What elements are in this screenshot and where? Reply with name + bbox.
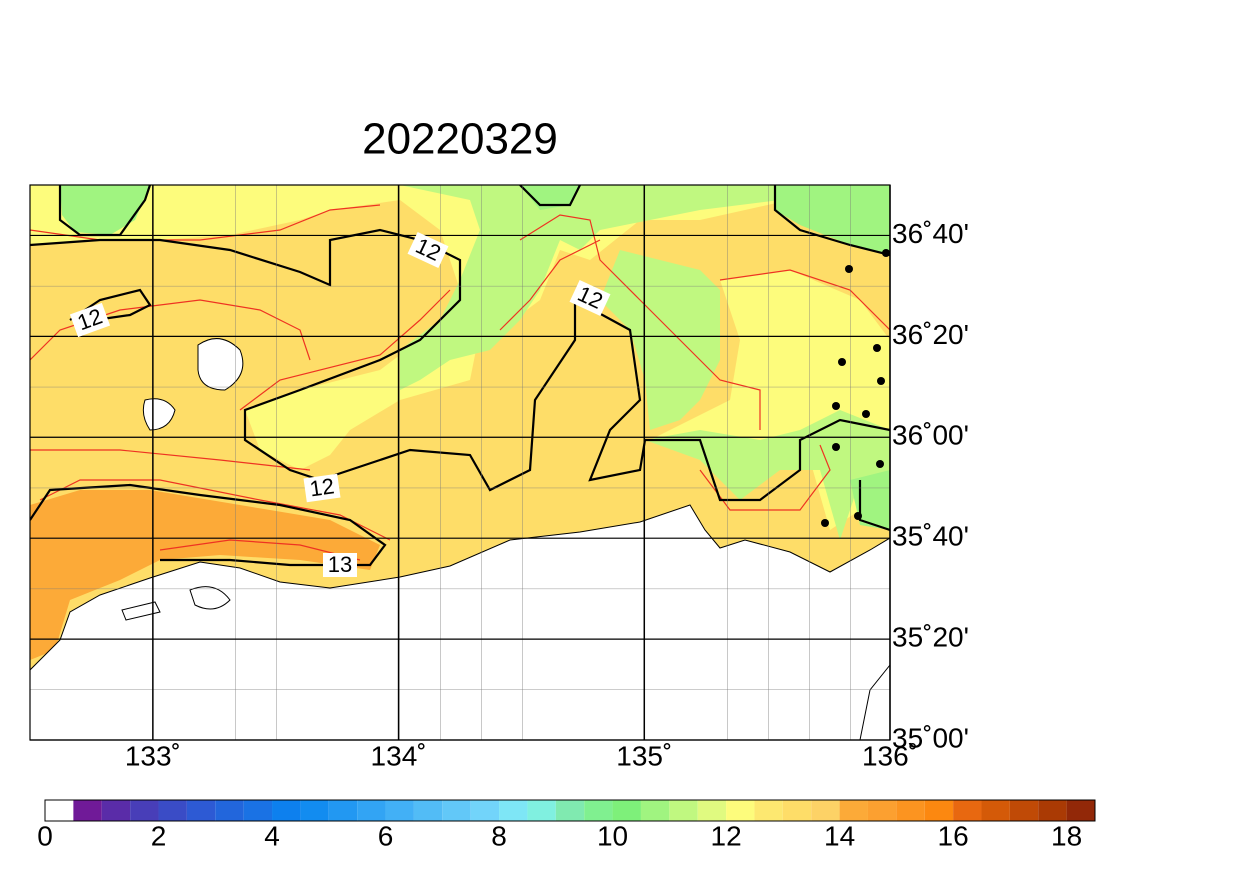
colorbar-box [782, 800, 812, 821]
contour-label-bg [569, 279, 611, 317]
station [845, 265, 853, 273]
colorbar-label: 10 [597, 820, 628, 851]
colorbar-box [896, 800, 925, 821]
colorbar: 0 2 4 6 8 10 12 14 16 18 [37, 799, 1096, 851]
station [862, 410, 870, 418]
colorbar-box [499, 800, 528, 821]
lon-label: 136˚ [862, 740, 918, 771]
lat-label: 36˚20' [892, 319, 969, 350]
colorbar-box [328, 800, 358, 821]
colorbar-label: 18 [1051, 820, 1082, 851]
lat-label: 35˚20' [892, 621, 969, 652]
contour-label-text: 12 [308, 473, 336, 501]
sst-field [30, 185, 890, 740]
colorbar-label: 4 [264, 820, 280, 851]
lat-label: 36˚00' [892, 420, 969, 451]
colorbar-box [357, 800, 386, 821]
colorbar-label: 6 [378, 820, 394, 851]
colorbar-box [1038, 800, 1067, 821]
contour-label-text: 13 [328, 552, 352, 577]
station [821, 519, 829, 527]
contour-label: 12 [303, 473, 341, 503]
colorbar-box [726, 800, 755, 821]
colorbar-box [697, 800, 727, 821]
colorbar-box [1066, 800, 1095, 821]
colorbar-box [527, 800, 556, 821]
colorbar-box [413, 800, 443, 821]
colorbar-box [867, 800, 897, 821]
colorbar-box [272, 800, 301, 821]
station [876, 460, 884, 468]
colorbar-box [442, 800, 471, 821]
colorbar-box [839, 800, 868, 821]
colorbar-box [215, 800, 244, 821]
contour-label-bg [407, 231, 449, 269]
colorbar-label: 8 [491, 820, 507, 851]
stations [821, 249, 890, 527]
contour-label-bg [303, 473, 341, 503]
colorbar-box [981, 800, 1010, 821]
lon-label: 134˚ [371, 740, 427, 771]
contour-label-bg [69, 302, 111, 338]
colorbar-box [470, 800, 500, 821]
colorbar-box [73, 800, 102, 821]
colorbar-box [1009, 800, 1039, 821]
station [854, 512, 862, 520]
lat-label: 35˚00' [892, 722, 969, 753]
colorbar-box [130, 800, 159, 821]
station [882, 249, 890, 257]
map-frame [29, 184, 891, 741]
colorbar-box [555, 800, 585, 821]
colorbar-box [45, 800, 74, 821]
station [832, 443, 840, 451]
lon-label: 135˚ [616, 740, 672, 771]
colorbar-box [101, 800, 131, 821]
colorbar-label: 12 [711, 820, 742, 851]
colorbar-label: 16 [938, 820, 969, 851]
contour-label: 13 [323, 552, 357, 577]
lon-label: 133˚ [125, 740, 181, 771]
station [877, 377, 885, 385]
colorbar-frame [44, 799, 1096, 822]
colorbar-box [754, 800, 783, 821]
lat-label: 35˚40' [892, 521, 969, 552]
colorbar-box [924, 800, 954, 821]
station [873, 344, 881, 352]
map-title: 20220329 [362, 115, 558, 164]
colorbar-box [385, 800, 414, 821]
colorbar-box [612, 800, 641, 821]
station [838, 358, 846, 366]
colorbar-box [186, 800, 216, 821]
contour-label-bg [323, 553, 357, 577]
station [832, 402, 840, 410]
colorbar-box [640, 800, 670, 821]
minor-grid [30, 185, 890, 740]
colorbar-label: 2 [151, 820, 167, 851]
graticule: 133˚ 134˚ 135˚ 136˚ 36˚40' 36˚20' 36˚00' 35˚40'… [30, 185, 969, 771]
colorbar-label: 0 [37, 820, 53, 851]
colorbar-box [243, 800, 273, 821]
colorbar-box [300, 800, 329, 821]
colorbar-label: 14 [824, 820, 855, 851]
colorbar-box [953, 800, 982, 821]
colorbar-box [584, 800, 613, 821]
colorbar-box [811, 800, 840, 821]
colorbar-box [158, 800, 187, 821]
colorbar-box [669, 800, 698, 821]
lat-label: 36˚40' [892, 218, 969, 249]
